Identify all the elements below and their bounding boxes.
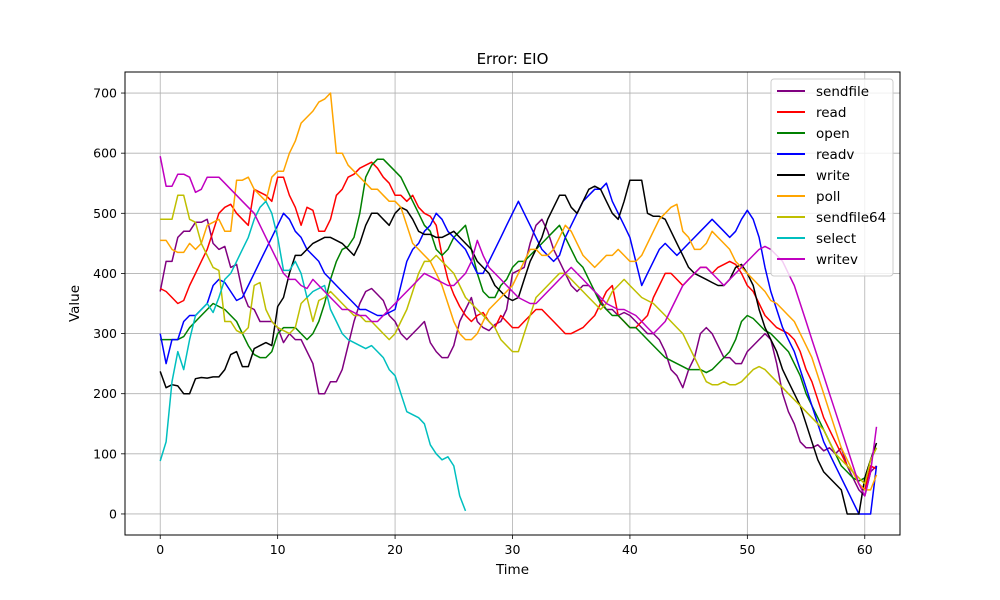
series-line-open <box>160 158 878 482</box>
y-tick-label: 100 <box>93 446 117 461</box>
chart-title: Error: EIO <box>477 50 549 68</box>
legend-label-readv: readv <box>816 147 854 163</box>
legend-label-sendfile64: sendfile64 <box>816 210 886 226</box>
y-tick-label: 400 <box>93 266 117 281</box>
y-tick-label: 300 <box>93 326 117 341</box>
series-line-poll <box>160 92 878 491</box>
legend-box <box>770 78 894 277</box>
series-lines <box>159 92 878 515</box>
series-line-readv <box>159 182 878 515</box>
y-tick-label: 700 <box>93 86 117 101</box>
y-tick-label: 600 <box>93 146 117 161</box>
x-tick-label: 0 <box>156 542 164 557</box>
y-axis-label: Value <box>67 285 83 322</box>
legend-label-select: select <box>816 231 856 247</box>
x-tick-label: 60 <box>857 542 873 557</box>
legend-label-sendfile: sendfile <box>816 84 869 100</box>
x-tick-label: 30 <box>505 542 521 557</box>
x-tick-label: 20 <box>387 542 403 557</box>
x-axis-label: Time <box>495 562 529 578</box>
y-tick-label: 200 <box>93 386 117 401</box>
series-line-select <box>159 200 467 512</box>
legend-label-writev: writev <box>816 252 858 268</box>
series-line-sendfile64 <box>160 194 878 485</box>
x-tick-label: 40 <box>622 542 638 557</box>
series-line-writev <box>159 156 878 497</box>
x-tick-label: 10 <box>270 542 286 557</box>
legend-label-poll: poll <box>816 189 840 205</box>
legend-label-open: open <box>816 126 850 142</box>
x-tick-label: 50 <box>739 542 755 557</box>
legend: sendfile read open readv write poll sendfile64… <box>770 78 894 277</box>
legend-label-write: write <box>816 168 850 184</box>
y-tick-label: 0 <box>109 506 117 521</box>
y-tick-label: 500 <box>93 206 117 221</box>
legend-label-read: read <box>816 105 846 121</box>
